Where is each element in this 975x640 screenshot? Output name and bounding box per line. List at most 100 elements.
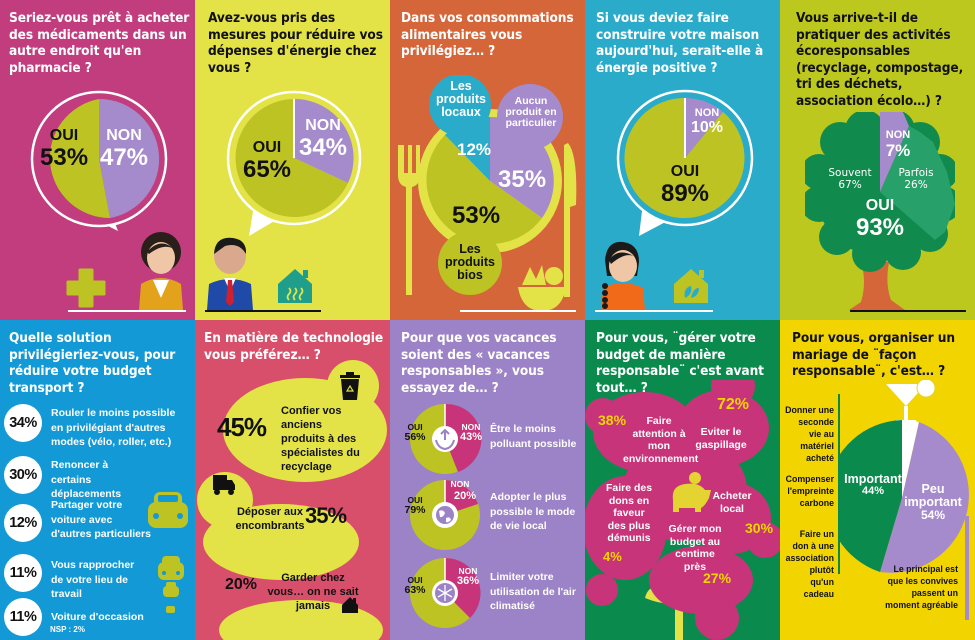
house-icon: [342, 597, 358, 613]
pie-clim: [410, 557, 481, 628]
pie-chart: [226, 90, 362, 236]
item-label: Voiture d'occasion: [51, 611, 144, 623]
peu-value: 54%: [920, 508, 946, 523]
question-text: Dans vos consommations alimentaires vous…: [401, 10, 574, 59]
item-label: Être le moins polluant possible: [490, 423, 577, 450]
panel-budget: Pour vous, ¨gérer votre budget de manièr…: [585, 320, 780, 640]
question-text: En matière de technologie vous préférez……: [204, 330, 384, 363]
panel-technologie: En matière de technologie vous préférez……: [195, 320, 390, 640]
non-label: NON: [450, 479, 470, 489]
value-2: 35%: [305, 503, 347, 528]
non-label: NON: [305, 117, 341, 134]
parfois-value: 26%: [904, 179, 928, 191]
recycling-bin-icon: [340, 372, 360, 400]
car-icons: [148, 492, 188, 613]
non-value: 36%: [456, 574, 480, 587]
panel-ecoresponsable: Vous arrive-t-il de pratiquer des activi…: [780, 0, 975, 320]
value-environnement: 38%: [598, 412, 627, 428]
oui-label: OUI: [49, 127, 79, 144]
value-local: 30%: [745, 520, 774, 536]
important-item-2: Compenser l'empreinte carbone: [785, 474, 834, 508]
panel-medicaments: Seriez-vous prêt à acheter des médicamen…: [0, 0, 195, 320]
label-1: Confier vos anciens produits à des spéci…: [281, 405, 360, 473]
non-value: 43%: [459, 430, 483, 443]
question-text: Pour vous, organiser un mariage de ¨faço…: [792, 330, 955, 379]
man-avatar-icon: [207, 237, 253, 310]
oui-value: 53%: [40, 143, 89, 171]
tree-pie-chart: [805, 112, 955, 310]
item-label: Partager votre voiture avec d'autres par…: [51, 499, 151, 540]
oui-label: OUI: [865, 197, 895, 214]
oui-value: 93%: [855, 213, 905, 241]
important-label: Important: [844, 472, 902, 486]
panel-mariage: Pour vous, organiser un mariage de ¨faço…: [780, 320, 975, 640]
item-label: Renoncer à certains déplacements: [51, 459, 122, 500]
woman-braid-avatar-icon: [601, 241, 645, 310]
oui-value: 56%: [404, 430, 426, 443]
non-value: 10%: [690, 118, 724, 136]
oui-label: OUI: [407, 575, 423, 585]
item-label: Vous rapprocher de votre lieu de travail: [51, 559, 135, 600]
value-badge: 11%: [4, 598, 42, 636]
oui-value: 65%: [242, 155, 292, 183]
bio-value: 53%: [452, 202, 501, 229]
value-gaspillage: 72%: [717, 396, 750, 413]
value-badge: 34%: [4, 404, 42, 442]
oui-label: OUI: [670, 163, 700, 180]
non-label: NON: [106, 127, 142, 144]
important-item-3: Faire un don à une association plutôt qu…: [785, 529, 834, 599]
local-label: Les produits locaux: [436, 79, 486, 120]
cocktail-pie-chart: [838, 380, 969, 620]
value-3: 20%: [225, 576, 258, 593]
non-value: 20%: [454, 490, 477, 502]
non-label: NON: [885, 129, 911, 141]
none-label: Aucun produit en particulier: [505, 95, 557, 130]
non-value: 34%: [298, 133, 348, 161]
label-3: Garder chez vous… on ne sait jamais: [267, 572, 359, 612]
divider-line: [205, 310, 321, 312]
question-text: Pour vous, ¨gérer votre budget de manièr…: [596, 330, 764, 396]
oui-label: OUI: [407, 495, 423, 505]
value-badge: 30%: [4, 456, 42, 494]
value-badge: 11%: [4, 554, 42, 592]
label-local: Acheter local: [712, 490, 752, 515]
label-dons: Faire des dons en faveur des plus démuni…: [605, 482, 653, 544]
souvent-label: Souvent: [828, 167, 872, 179]
woman-avatar-icon: [139, 232, 183, 310]
panel-vacances: Pour que vos vacances soient des « vacan…: [390, 320, 585, 640]
item-label: Rouler le moins possible en privilégiant…: [51, 407, 176, 448]
pie-polluant: [410, 403, 482, 474]
heating-house-icon: [278, 269, 312, 303]
bio-label: Les produits bios: [445, 242, 495, 283]
peu-item-1: Le principal est que les convives passen…: [885, 564, 958, 610]
nsp-note: NSP : 2%: [50, 625, 85, 634]
tree-bubbles: [585, 380, 780, 640]
souvent-value: 67%: [838, 179, 862, 191]
pie-chart: [30, 90, 168, 231]
question-text: Avez-vous pris des mesures pour réduire …: [208, 10, 383, 76]
non-label: NON: [694, 107, 720, 119]
none-value: 35%: [498, 166, 547, 193]
peu-label: Peu important: [904, 482, 962, 510]
value-1: 45%: [217, 412, 267, 442]
oui-value: 89%: [660, 179, 710, 207]
non-value: 7%: [885, 140, 911, 160]
truck-icon: [213, 475, 235, 495]
divider-line: [850, 310, 966, 312]
value-badge: 12%: [4, 504, 42, 542]
panel-maison: Si vous deviez faire construire votre ma…: [585, 0, 780, 320]
bubble-shapes: [197, 360, 387, 640]
label-environnement: Faire attention à mon environnement: [623, 415, 699, 465]
eco-house-icon: [674, 269, 708, 303]
important-item-1: Donner une seconde vie au matériel achet…: [785, 405, 834, 463]
item-label: Adopter le plus possible le mode de vie …: [490, 491, 576, 532]
value-dons: 4%: [603, 549, 622, 564]
pie-chart: [616, 89, 754, 236]
panel-energie: Avez-vous pris des mesures pour réduire …: [195, 0, 390, 320]
plate-pie-chart: [398, 75, 577, 311]
question-text: Quelle solution privilégieriez-vous, pou…: [9, 330, 176, 396]
label-gaspillage: Eviter le gaspillage: [695, 426, 747, 451]
divider-line: [595, 310, 713, 312]
item-label: Limiter votre utilisation de l'air clima…: [490, 571, 576, 612]
oui-value: 79%: [404, 503, 426, 516]
